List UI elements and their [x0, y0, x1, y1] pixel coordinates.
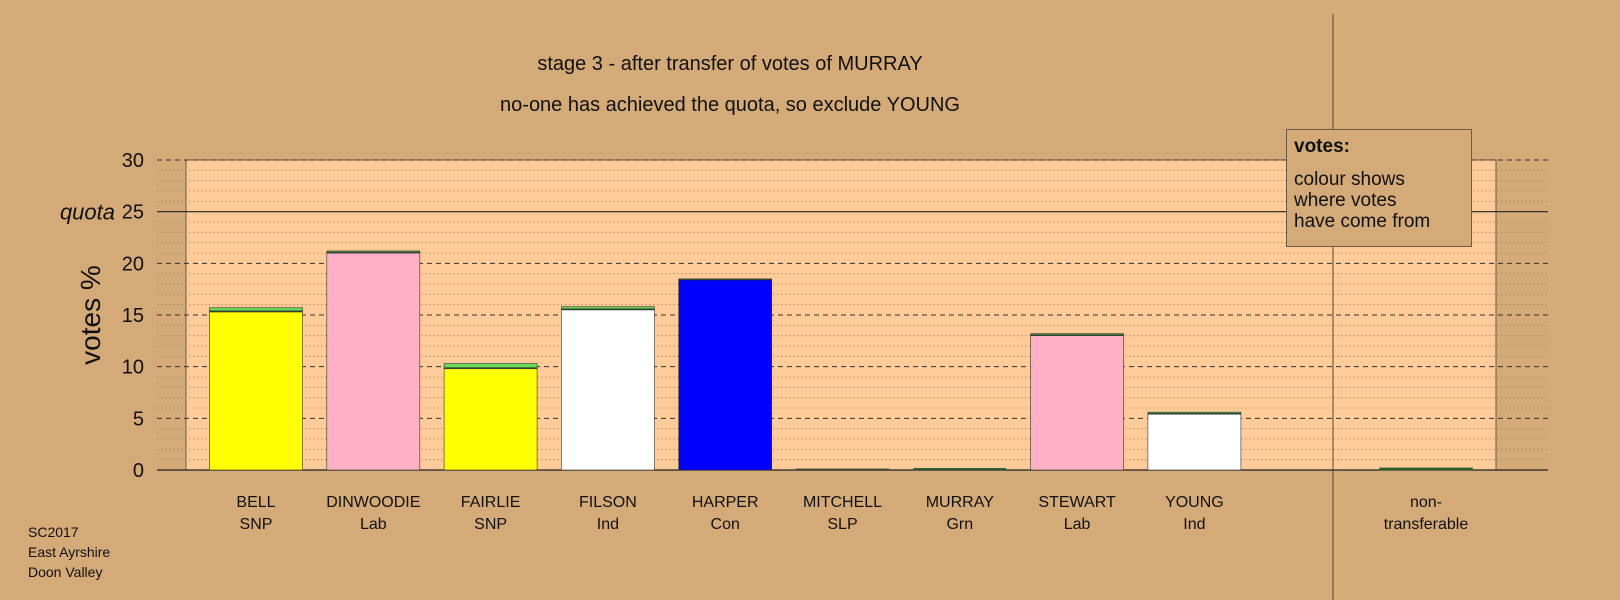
- x-tick-label: FILSON: [579, 494, 637, 511]
- x-tick-label: Ind: [1183, 516, 1205, 533]
- y-tick-label: 15: [122, 305, 144, 327]
- y-tick-label: 10: [122, 357, 144, 379]
- footer-line: SC2017: [28, 524, 79, 540]
- footer-line: East Ayrshire: [28, 544, 111, 560]
- x-tick-label: Lab: [1064, 516, 1091, 533]
- chart-title: stage 3 - after transfer of votes of MUR…: [537, 53, 923, 75]
- y-axis-label: votes %: [75, 265, 106, 365]
- bar-segment: [561, 306, 655, 310]
- bar-segment: [678, 278, 773, 281]
- bar-segment: [209, 307, 303, 312]
- bar-segment: [1379, 467, 1473, 471]
- y-tick-label: 20: [122, 253, 144, 275]
- y-tick-label: 0: [133, 460, 144, 482]
- x-tick-label: HARPER: [692, 494, 759, 511]
- x-tick-label: SNP: [240, 516, 273, 533]
- x-tick-label: STEWART: [1038, 494, 1116, 511]
- chart-subtitle: no-one has achieved the quota, so exclud…: [500, 94, 960, 116]
- x-tick-label: SNP: [474, 516, 507, 533]
- x-tick-label: SLP: [827, 516, 857, 533]
- x-tick-label: MURRAY: [926, 494, 994, 511]
- x-tick-label: Grn: [946, 516, 973, 533]
- x-tick-label: Lab: [360, 516, 387, 533]
- y-tick-label: 5: [133, 408, 144, 430]
- legend-line: where votes: [1294, 190, 1397, 211]
- y-tick-label: 25: [122, 202, 144, 224]
- legend: votes: colour shows where votes have com…: [1286, 129, 1472, 247]
- bar-segment: [1147, 413, 1242, 471]
- bar-segment: [209, 311, 303, 471]
- x-tick-label: Ind: [597, 516, 619, 533]
- quota-label: quota: [60, 200, 115, 225]
- x-tick-label: transferable: [1384, 516, 1469, 533]
- y-tick-label: 30: [122, 150, 144, 172]
- legend-title: votes:: [1294, 136, 1350, 157]
- bar-segment: [795, 468, 890, 471]
- x-tick-label: YOUNG: [1165, 494, 1224, 511]
- bar-segment: [326, 252, 421, 471]
- x-tick-label: non-: [1410, 494, 1442, 511]
- x-tick-label: Con: [711, 516, 740, 533]
- bar-segment: [678, 279, 773, 471]
- legend-line: colour shows: [1294, 169, 1405, 190]
- bar-segment: [443, 368, 538, 471]
- x-tick-label: BELL: [236, 494, 275, 511]
- bar-segment: [443, 363, 538, 369]
- bar-segment: [561, 309, 655, 471]
- bar-segment: [1030, 335, 1124, 471]
- bar-segment: [1147, 411, 1242, 414]
- bar-segment: [1030, 333, 1124, 335]
- legend-line: have come from: [1294, 211, 1431, 232]
- x-tick-label: FAIRLIE: [461, 494, 521, 511]
- x-tick-label: DINWOODIE: [326, 494, 420, 511]
- x-tick-label: MITCHELL: [803, 494, 882, 511]
- bar-segment: [326, 250, 421, 253]
- footer-line: Doon Valley: [28, 564, 103, 580]
